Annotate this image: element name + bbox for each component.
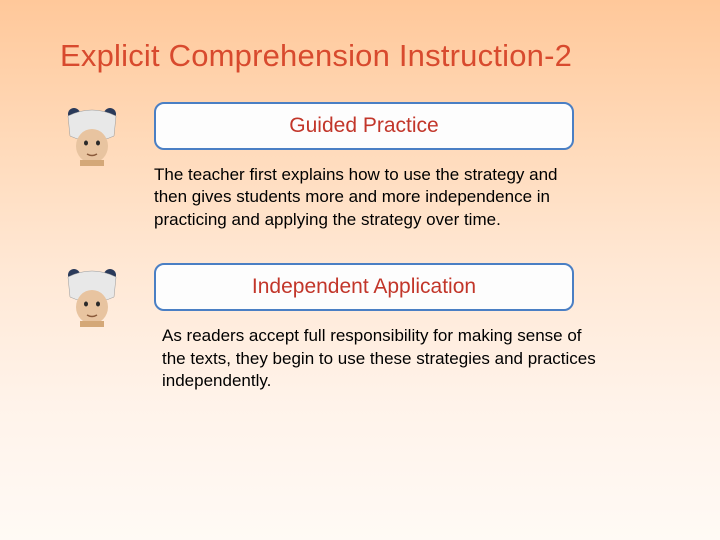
bullet-icon bbox=[60, 267, 124, 327]
section-guided-practice: Guided Practice The teacher first explai… bbox=[60, 102, 660, 231]
body-guided-practice: The teacher first explains how to use th… bbox=[154, 164, 594, 231]
bullet-icon bbox=[60, 106, 124, 166]
body-independent-application: As readers accept full responsibility fo… bbox=[162, 325, 602, 392]
slide-title: Explicit Comprehension Instruction-2 bbox=[60, 38, 660, 74]
section-independent-application: Independent Application As readers accep… bbox=[60, 263, 660, 392]
heading-guided-practice: Guided Practice bbox=[154, 102, 574, 150]
heading-independent-application: Independent Application bbox=[154, 263, 574, 311]
slide-container: Explicit Comprehension Instruction-2 Gui… bbox=[0, 0, 720, 540]
